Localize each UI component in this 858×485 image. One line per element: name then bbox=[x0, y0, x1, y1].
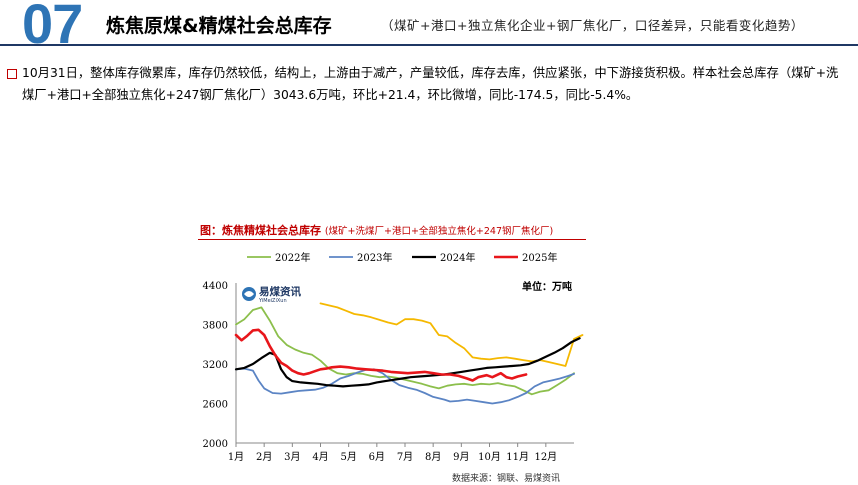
data-source: 数据来源：钢联、易煤资讯 bbox=[452, 474, 561, 484]
series-line-yellow bbox=[319, 302, 584, 367]
summary-paragraph: 10月31日，整体库存微累库，库存仍然较低，结构上，上游由于减产，产量较低，库存… bbox=[22, 66, 839, 102]
header-rule bbox=[0, 44, 858, 46]
x-tick-label: 1月 bbox=[228, 451, 244, 463]
x-tick-label: 4月 bbox=[312, 451, 328, 463]
x-tick-label: 7月 bbox=[397, 451, 413, 463]
x-tick-label: 11月 bbox=[506, 451, 529, 463]
x-tick-label: 2月 bbox=[256, 451, 272, 463]
legend-label: 2023年 bbox=[357, 251, 392, 264]
x-tick-label: 10月 bbox=[478, 451, 501, 463]
legend-label: 2022年 bbox=[275, 251, 310, 264]
series-line-2025 bbox=[234, 328, 528, 382]
section-subtitle: （煤矿+港口+独立焦化企业+钢厂焦化厂，口径差异，只能看变化趋势） bbox=[381, 18, 804, 33]
series-line-2022 bbox=[235, 306, 575, 396]
chart-title-main: 图：炼焦精煤社会总库存 bbox=[200, 224, 321, 237]
chart-title-rule bbox=[198, 239, 586, 240]
x-tick-label: 5月 bbox=[340, 451, 356, 463]
x-tick-label: 9月 bbox=[453, 451, 469, 463]
watermark-subtext: YiMeiZiXun bbox=[258, 298, 287, 304]
x-tick-label: 3月 bbox=[284, 451, 300, 463]
x-tick-label: 6月 bbox=[369, 451, 385, 463]
chart-title-sub: (煤矿+洗煤厂+港口+全部独立焦化+247钢厂焦化厂) bbox=[324, 226, 554, 237]
y-tick-label: 3200 bbox=[203, 360, 228, 371]
y-tick-label: 2000 bbox=[203, 439, 228, 450]
y-tick-label: 2600 bbox=[203, 400, 228, 411]
section-title: 炼焦原煤&精煤社会总库存 bbox=[106, 15, 332, 37]
legend-label: 2025年 bbox=[522, 251, 557, 264]
watermark-logo-swirl bbox=[244, 291, 254, 297]
chart-title: 图：炼焦精煤社会总库存 (煤矿+洗煤厂+港口+全部独立焦化+247钢厂焦化厂) bbox=[200, 222, 553, 238]
watermark-text: 易煤资讯 bbox=[259, 285, 301, 298]
series-line-2023 bbox=[235, 367, 575, 405]
y-tick-label: 3800 bbox=[203, 321, 228, 332]
x-tick-label: 8月 bbox=[425, 451, 441, 463]
series-line-2024 bbox=[234, 337, 581, 388]
x-tick-label: 12月 bbox=[534, 451, 557, 463]
bullet-square-icon bbox=[7, 69, 17, 79]
unit-label: 单位：万吨 bbox=[522, 280, 572, 293]
y-tick-label: 4400 bbox=[203, 281, 228, 292]
section-number: 07 bbox=[22, 0, 83, 55]
legend-label: 2024年 bbox=[440, 251, 475, 264]
